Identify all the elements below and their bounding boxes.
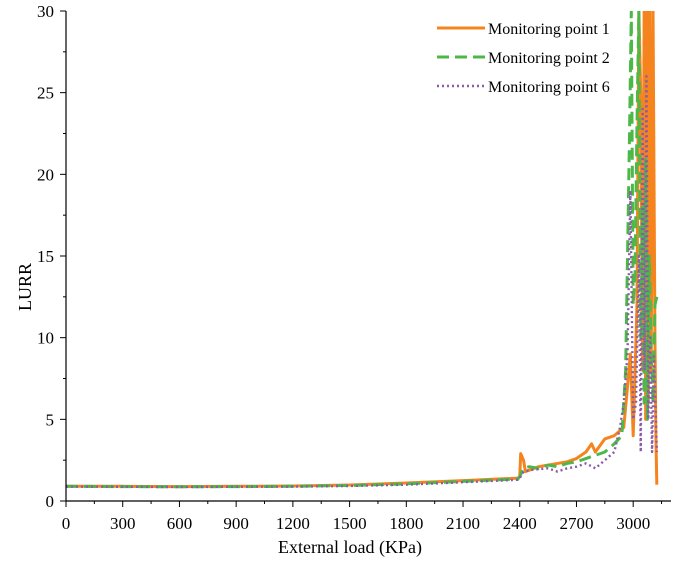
y-tick-label: 5 <box>46 410 55 429</box>
legend-label-2: Monitoring point 2 <box>488 50 610 67</box>
y-tick-label: 25 <box>37 84 54 103</box>
x-tick-label: 300 <box>110 514 136 533</box>
y-tick-label: 15 <box>37 247 54 266</box>
legend-label-1: Monitoring point 1 <box>488 21 610 38</box>
y-axis-title: LURR <box>15 263 35 311</box>
x-tick-label: 2400 <box>503 514 537 533</box>
y-tick-label: 20 <box>37 165 54 184</box>
y-tick-label: 30 <box>37 2 54 21</box>
series-line-2 <box>66 11 659 489</box>
y-ticks: 0 5 10 15 20 25 30 <box>37 2 66 511</box>
y-tick-label: 10 <box>37 329 54 348</box>
series-layer <box>66 11 659 489</box>
series-line-3 <box>66 75 659 489</box>
x-ticks: 0 300 600 900 1200 1500 1800 2100 2400 2700 3000 <box>62 501 663 533</box>
legend-label-3: Monitoring point 6 <box>488 79 610 96</box>
x-tick-label: 1200 <box>276 514 310 533</box>
x-tick-label: 1500 <box>333 514 367 533</box>
x-tick-label: 600 <box>167 514 193 533</box>
y-tick-label: 0 <box>46 492 55 511</box>
x-tick-label: 0 <box>62 514 71 533</box>
x-axis-title: External load (KPa) <box>278 537 422 558</box>
x-tick-label: 2100 <box>446 514 480 533</box>
x-tick-label: 1800 <box>389 514 423 533</box>
x-tick-label: 900 <box>223 514 249 533</box>
legend: Monitoring point 1 Monitoring point 2 Moni… <box>437 21 610 96</box>
x-tick-label: 3000 <box>616 514 650 533</box>
x-tick-label: 2700 <box>559 514 593 533</box>
